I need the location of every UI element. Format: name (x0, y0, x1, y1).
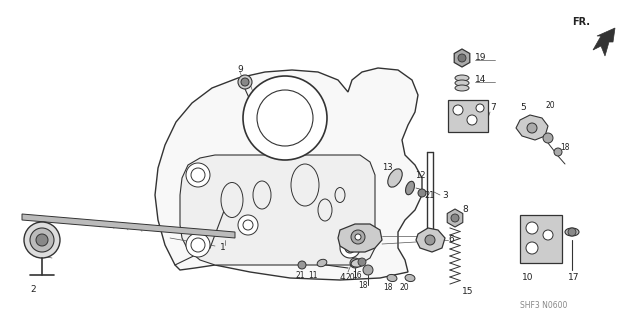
Polygon shape (516, 115, 548, 140)
Circle shape (30, 228, 54, 252)
Circle shape (418, 189, 426, 197)
Circle shape (425, 235, 435, 245)
Text: 6: 6 (448, 235, 454, 244)
Text: 8: 8 (462, 205, 468, 214)
Ellipse shape (351, 259, 365, 267)
Text: 18: 18 (383, 284, 392, 293)
Circle shape (241, 78, 249, 86)
Polygon shape (155, 68, 422, 280)
Text: 20: 20 (545, 100, 555, 109)
Circle shape (458, 54, 466, 62)
Ellipse shape (455, 85, 469, 91)
Text: 7: 7 (490, 103, 496, 113)
Circle shape (257, 90, 313, 146)
Circle shape (358, 258, 366, 266)
Ellipse shape (455, 75, 469, 81)
Bar (448, 100, 488, 132)
Text: 20: 20 (345, 273, 355, 283)
Circle shape (363, 265, 373, 275)
Text: FR.: FR. (572, 17, 590, 27)
Text: 18: 18 (560, 144, 570, 152)
Text: 19: 19 (475, 54, 486, 63)
Circle shape (568, 228, 576, 236)
Text: 21: 21 (295, 271, 305, 279)
Text: 1: 1 (220, 243, 226, 253)
Circle shape (453, 105, 463, 115)
Polygon shape (180, 155, 375, 265)
Ellipse shape (221, 182, 243, 218)
Ellipse shape (387, 274, 397, 282)
Circle shape (238, 215, 258, 235)
Polygon shape (338, 224, 382, 252)
Circle shape (526, 222, 538, 234)
Circle shape (467, 115, 477, 125)
Ellipse shape (291, 164, 319, 206)
Circle shape (186, 163, 210, 187)
Circle shape (350, 258, 360, 268)
Bar (520, 215, 562, 263)
Circle shape (527, 123, 537, 133)
Text: 3: 3 (442, 190, 448, 199)
Text: 14: 14 (475, 76, 486, 85)
Text: 2: 2 (30, 286, 36, 294)
Circle shape (238, 75, 252, 89)
Circle shape (476, 104, 484, 112)
Polygon shape (416, 228, 445, 252)
Ellipse shape (565, 228, 579, 236)
Polygon shape (447, 209, 463, 227)
Ellipse shape (455, 80, 469, 86)
Circle shape (191, 168, 205, 182)
Circle shape (24, 222, 60, 258)
Circle shape (451, 214, 459, 222)
Polygon shape (22, 214, 235, 238)
Circle shape (543, 133, 553, 143)
Circle shape (526, 242, 538, 254)
Text: 13: 13 (382, 164, 392, 173)
Text: 9: 9 (237, 65, 243, 75)
Text: SHF3 N0600: SHF3 N0600 (520, 300, 568, 309)
Text: 20: 20 (400, 284, 410, 293)
Circle shape (351, 230, 365, 244)
Text: 12: 12 (415, 172, 426, 181)
Circle shape (345, 243, 355, 253)
Text: 4: 4 (340, 273, 346, 283)
Text: 21: 21 (424, 191, 435, 201)
Circle shape (340, 238, 360, 258)
Circle shape (298, 261, 306, 269)
Polygon shape (454, 49, 470, 67)
Text: 18: 18 (358, 280, 367, 290)
Circle shape (243, 76, 327, 160)
Text: 11: 11 (308, 271, 317, 279)
Text: 16: 16 (352, 271, 362, 279)
Text: 17: 17 (568, 273, 579, 283)
Circle shape (36, 234, 48, 246)
Text: 10: 10 (522, 273, 534, 283)
Ellipse shape (318, 199, 332, 221)
Ellipse shape (253, 181, 271, 209)
Circle shape (543, 230, 553, 240)
Ellipse shape (406, 181, 415, 195)
Text: 15: 15 (462, 287, 474, 296)
Ellipse shape (317, 259, 327, 267)
Circle shape (191, 238, 205, 252)
Circle shape (186, 233, 210, 257)
Ellipse shape (335, 188, 345, 203)
Circle shape (243, 220, 253, 230)
Polygon shape (593, 28, 615, 56)
Text: 5: 5 (520, 103, 525, 113)
Circle shape (355, 234, 361, 240)
Ellipse shape (405, 274, 415, 282)
Ellipse shape (388, 169, 402, 187)
Circle shape (554, 148, 562, 156)
